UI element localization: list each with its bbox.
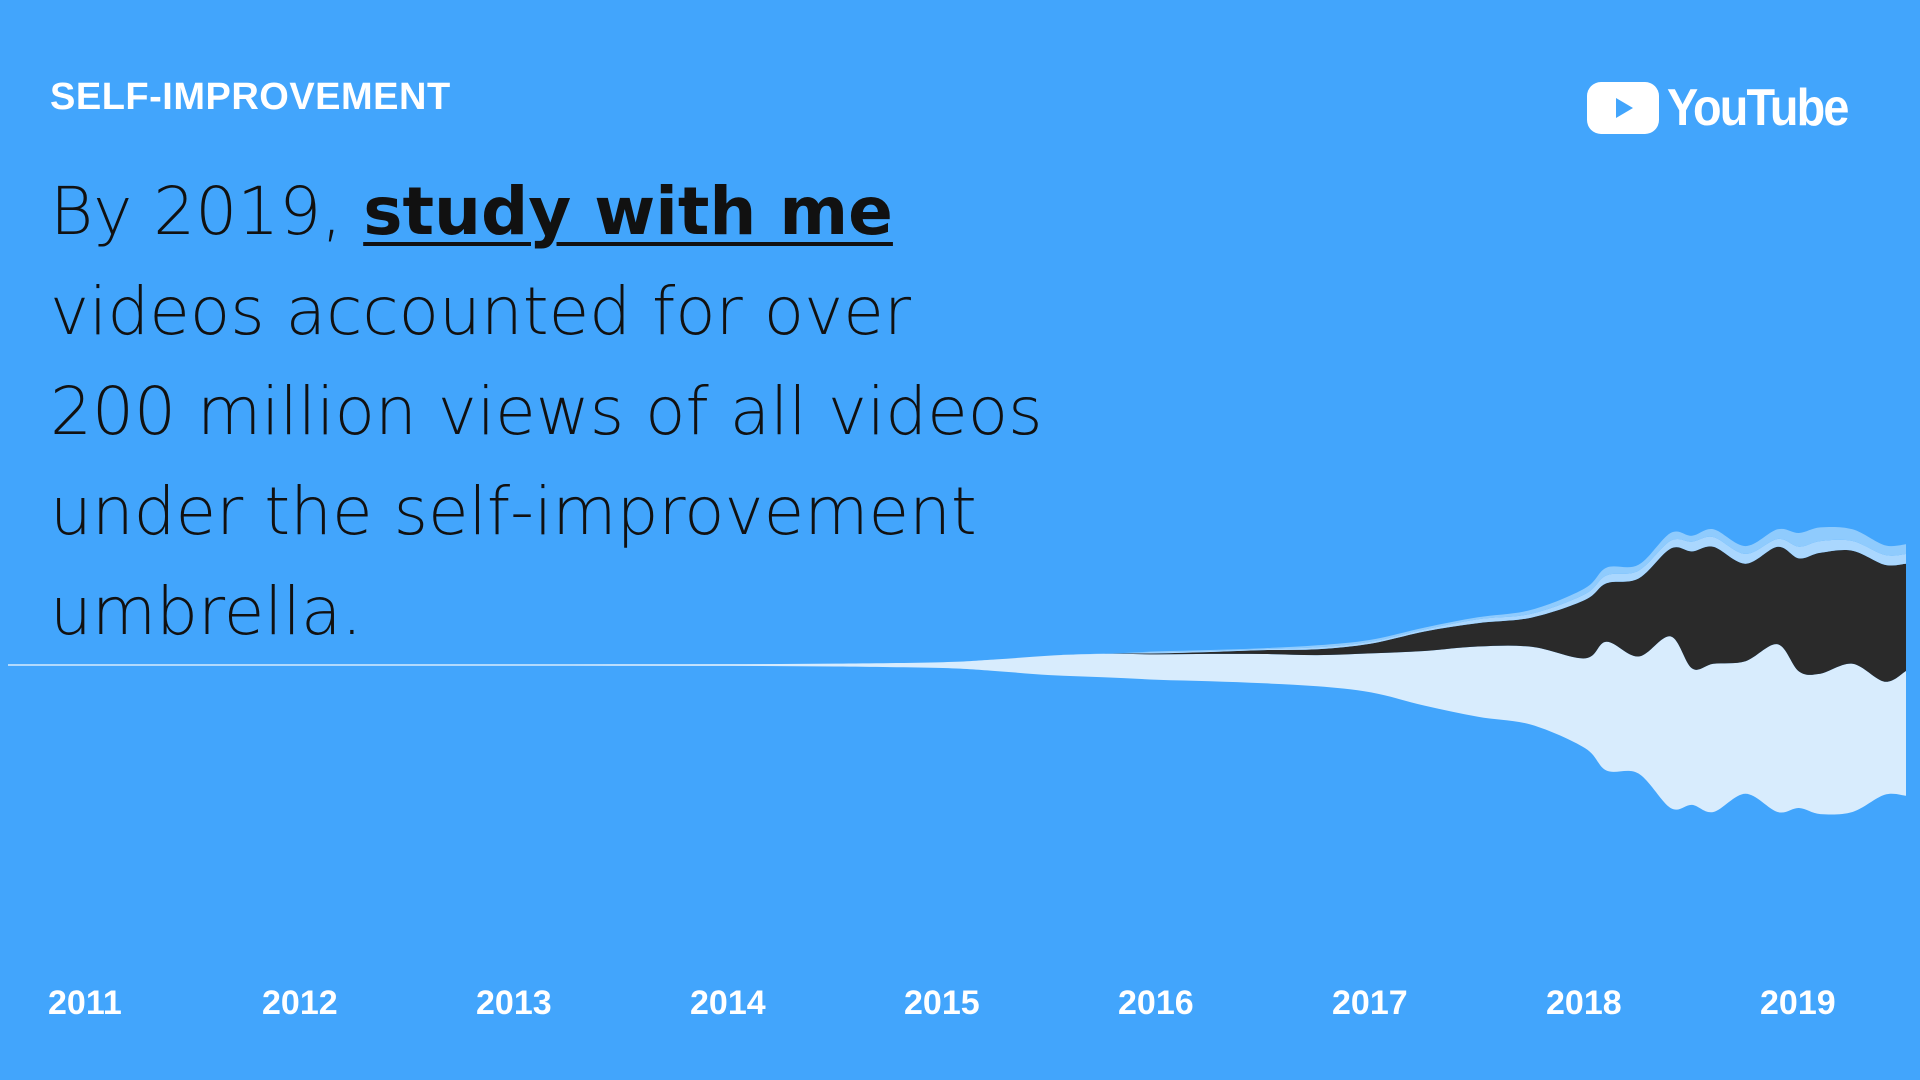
category-label: SELF-IMPROVEMENT [50, 76, 451, 118]
headline: By 2019, study with me videos accounted … [50, 162, 1050, 662]
x-tick-label: 2018 [1546, 984, 1622, 1022]
stream-series-4 [87, 526, 1906, 665]
x-tick-label: 2017 [1332, 984, 1408, 1022]
x-tick-label: 2011 [48, 984, 122, 1022]
x-tick-label: 2012 [262, 984, 338, 1022]
stream-series-2 [87, 546, 1906, 682]
youtube-logo: YouTube [1587, 79, 1868, 137]
headline-before: By 2019, [50, 173, 364, 250]
x-tick-label: 2019 [1760, 984, 1836, 1022]
x-tick-label: 2015 [904, 984, 980, 1022]
x-tick-label: 2014 [690, 984, 766, 1022]
headline-highlight-link[interactable]: study with me [363, 173, 893, 250]
x-tick-label: 2016 [1118, 984, 1194, 1022]
x-tick-label: 2013 [476, 984, 552, 1022]
youtube-wordmark: YouTube [1667, 79, 1849, 137]
stream-series-3 [87, 536, 1906, 665]
headline-after: videos accounted for over 200 million vi… [50, 273, 1043, 650]
stream-series-1 [87, 636, 1906, 815]
youtube-play-icon [1587, 82, 1660, 134]
